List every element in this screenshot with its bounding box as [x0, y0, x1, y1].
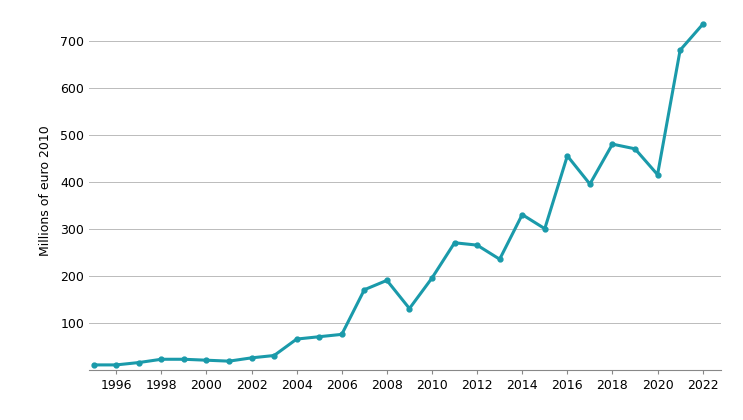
Y-axis label: Millions of euro 2010: Millions of euro 2010 — [39, 126, 52, 257]
